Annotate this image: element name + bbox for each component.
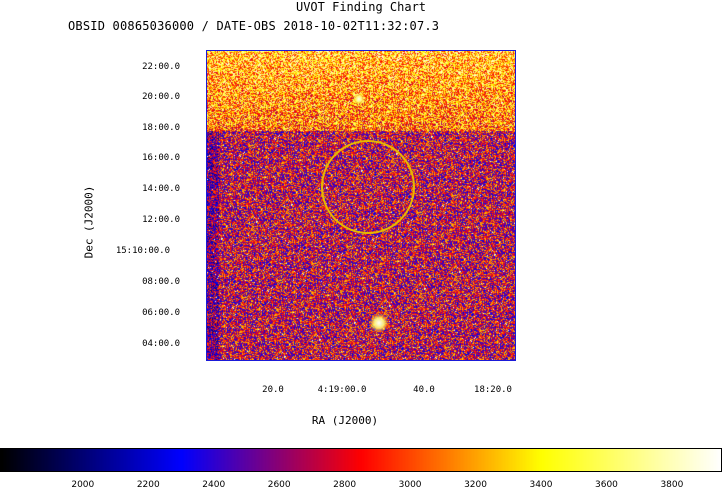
x-tick-label: 18:20.0 xyxy=(474,385,512,395)
y-axis-label: Dec (J2000) xyxy=(82,185,96,259)
x-axis-label: RA (J2000) xyxy=(311,414,379,427)
colorbar-tick-label: 3000 xyxy=(398,480,422,490)
colorbar-tick-label: 3400 xyxy=(529,480,553,490)
sky-image xyxy=(207,51,515,360)
y-tick-label: 16:00.0 xyxy=(142,153,180,163)
target-circle xyxy=(321,140,415,234)
colorbar-tick-label: 2400 xyxy=(202,480,226,490)
sky-image-panel xyxy=(206,50,516,361)
colorbar-tick-label: 2800 xyxy=(333,480,357,490)
annotation-overlay xyxy=(321,140,415,234)
y-tick-label: 08:00.0 xyxy=(142,277,180,287)
colorbar-tick-label: 3600 xyxy=(595,480,618,490)
colorbar-tick-label: 3800 xyxy=(660,480,684,490)
x-tick-label: 20.0 xyxy=(262,385,284,395)
colorbar-tick-label: 3200 xyxy=(464,480,487,490)
y-tick-label: 12:00.0 xyxy=(142,215,180,225)
y-tick-label: 04:00.0 xyxy=(142,339,180,349)
x-tick-label: 4:19:00.0 xyxy=(317,385,367,395)
colorbar-tick-label: 2600 xyxy=(267,480,291,490)
x-tick-label: 40.0 xyxy=(413,385,435,395)
colorbar xyxy=(0,448,722,472)
y-tick-label: 15:10:00.0 xyxy=(115,246,170,256)
y-tick-label: 18:00.0 xyxy=(142,123,180,133)
y-tick-label: 06:00.0 xyxy=(142,308,180,318)
colorbar-tick-label: 2200 xyxy=(136,480,160,490)
y-tick-label: 22:00.0 xyxy=(142,62,180,72)
chart-subtitle: OBSID 00865036000 / DATE-OBS 2018-10-02T… xyxy=(68,19,440,33)
y-tick-label: 20:00.0 xyxy=(142,92,180,102)
colorbar-tick-label: 2000 xyxy=(71,480,95,490)
chart-title: UVOT Finding Chart xyxy=(295,0,427,14)
y-tick-label: 14:00.0 xyxy=(142,184,180,194)
